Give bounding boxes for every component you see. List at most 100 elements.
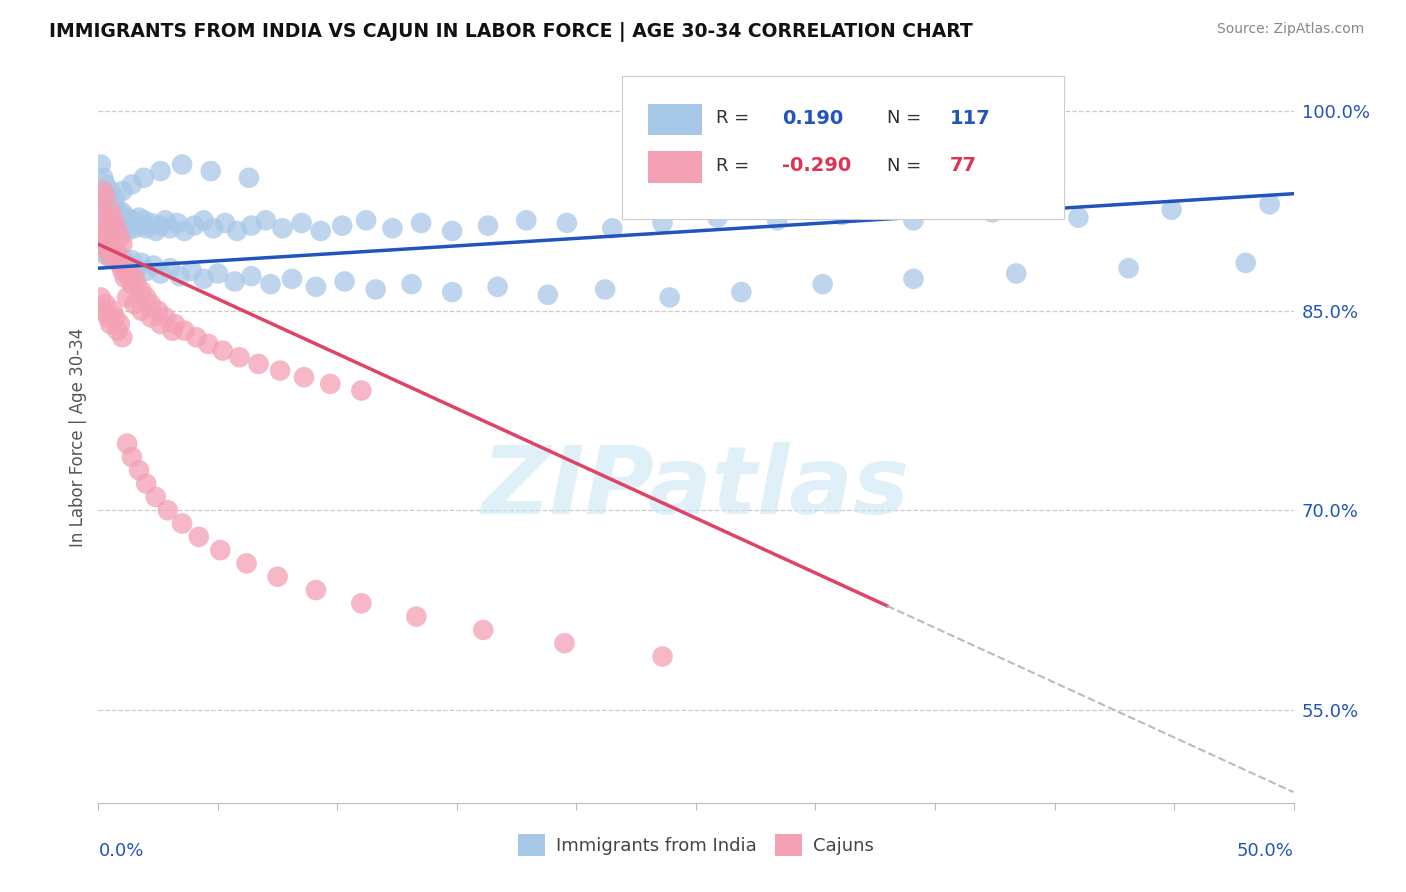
Point bbox=[658, 290, 681, 304]
Point bbox=[121, 253, 143, 268]
Point bbox=[139, 216, 162, 230]
Point bbox=[211, 343, 233, 358]
Point bbox=[240, 219, 263, 233]
Point bbox=[411, 216, 433, 230]
Point bbox=[172, 157, 194, 171]
Point bbox=[91, 170, 114, 185]
Point bbox=[108, 230, 131, 244]
Point bbox=[537, 287, 560, 301]
Point bbox=[259, 277, 281, 292]
Point bbox=[132, 170, 155, 185]
Point bbox=[104, 253, 127, 268]
Point bbox=[107, 251, 129, 265]
Text: 50.0%: 50.0% bbox=[1237, 842, 1294, 860]
Text: 77: 77 bbox=[949, 156, 976, 175]
Point bbox=[381, 221, 404, 235]
Point bbox=[97, 191, 120, 205]
Point bbox=[202, 221, 225, 235]
Point bbox=[1005, 267, 1028, 281]
Point bbox=[104, 217, 127, 231]
Point bbox=[350, 384, 373, 398]
Text: N =: N = bbox=[887, 157, 921, 175]
Point bbox=[90, 211, 112, 225]
Point bbox=[903, 272, 925, 286]
Point bbox=[155, 310, 177, 325]
Point bbox=[706, 211, 728, 225]
Point bbox=[115, 259, 138, 273]
Point bbox=[111, 264, 134, 278]
Point bbox=[291, 216, 314, 230]
Point bbox=[207, 267, 229, 281]
Text: Source: ZipAtlas.com: Source: ZipAtlas.com bbox=[1216, 22, 1364, 37]
Point bbox=[193, 213, 215, 227]
Point bbox=[94, 204, 117, 219]
Point bbox=[90, 157, 112, 171]
Point bbox=[101, 216, 124, 230]
Point bbox=[472, 623, 495, 637]
Point bbox=[115, 264, 138, 278]
Point bbox=[183, 219, 205, 233]
Point bbox=[98, 184, 122, 198]
Point bbox=[91, 184, 114, 198]
Point bbox=[111, 221, 134, 235]
Text: R =: R = bbox=[716, 157, 749, 175]
Point bbox=[602, 221, 624, 235]
Point bbox=[108, 256, 131, 270]
Point bbox=[209, 543, 232, 558]
Point bbox=[128, 463, 150, 477]
Point bbox=[145, 224, 167, 238]
Point bbox=[197, 337, 219, 351]
Point bbox=[101, 303, 124, 318]
Point bbox=[91, 240, 114, 254]
Point bbox=[159, 221, 181, 235]
Point bbox=[401, 277, 423, 292]
Point bbox=[1118, 261, 1140, 276]
Point bbox=[104, 191, 127, 205]
Point bbox=[269, 363, 291, 377]
Point bbox=[111, 251, 134, 265]
Point bbox=[124, 297, 146, 311]
Text: IMMIGRANTS FROM INDIA VS CAJUN IN LABOR FORCE | AGE 30-34 CORRELATION CHART: IMMIGRANTS FROM INDIA VS CAJUN IN LABOR … bbox=[49, 22, 973, 42]
Point bbox=[124, 270, 146, 285]
Point bbox=[309, 224, 332, 238]
Point bbox=[118, 219, 141, 233]
Point bbox=[145, 490, 167, 504]
Text: 0.0%: 0.0% bbox=[98, 842, 143, 860]
Point bbox=[125, 261, 148, 276]
Point bbox=[91, 237, 114, 252]
Point bbox=[405, 609, 427, 624]
Point bbox=[101, 237, 124, 252]
FancyBboxPatch shape bbox=[621, 77, 1064, 219]
Point bbox=[115, 436, 138, 450]
Text: R =: R = bbox=[716, 109, 749, 128]
Point bbox=[254, 213, 277, 227]
Point bbox=[98, 204, 122, 219]
Point bbox=[593, 283, 616, 297]
Point bbox=[111, 237, 134, 252]
Point bbox=[131, 256, 153, 270]
Point bbox=[97, 213, 120, 227]
Point bbox=[108, 213, 131, 227]
Point bbox=[354, 213, 377, 227]
Point bbox=[135, 476, 157, 491]
Point bbox=[97, 310, 120, 325]
Point bbox=[149, 317, 172, 331]
Point bbox=[115, 290, 138, 304]
Point bbox=[831, 208, 853, 222]
Point bbox=[90, 224, 112, 238]
Text: N =: N = bbox=[887, 109, 921, 128]
Point bbox=[330, 219, 353, 233]
Point bbox=[193, 272, 215, 286]
Point bbox=[121, 213, 143, 227]
Point bbox=[101, 200, 124, 214]
Point bbox=[90, 290, 112, 304]
Point bbox=[121, 450, 143, 464]
Point bbox=[98, 251, 122, 265]
Point bbox=[441, 285, 464, 299]
Point bbox=[155, 213, 177, 227]
Point bbox=[91, 303, 114, 318]
Point bbox=[173, 324, 195, 338]
Point bbox=[108, 257, 131, 271]
Point bbox=[333, 275, 356, 289]
Point bbox=[224, 275, 246, 289]
